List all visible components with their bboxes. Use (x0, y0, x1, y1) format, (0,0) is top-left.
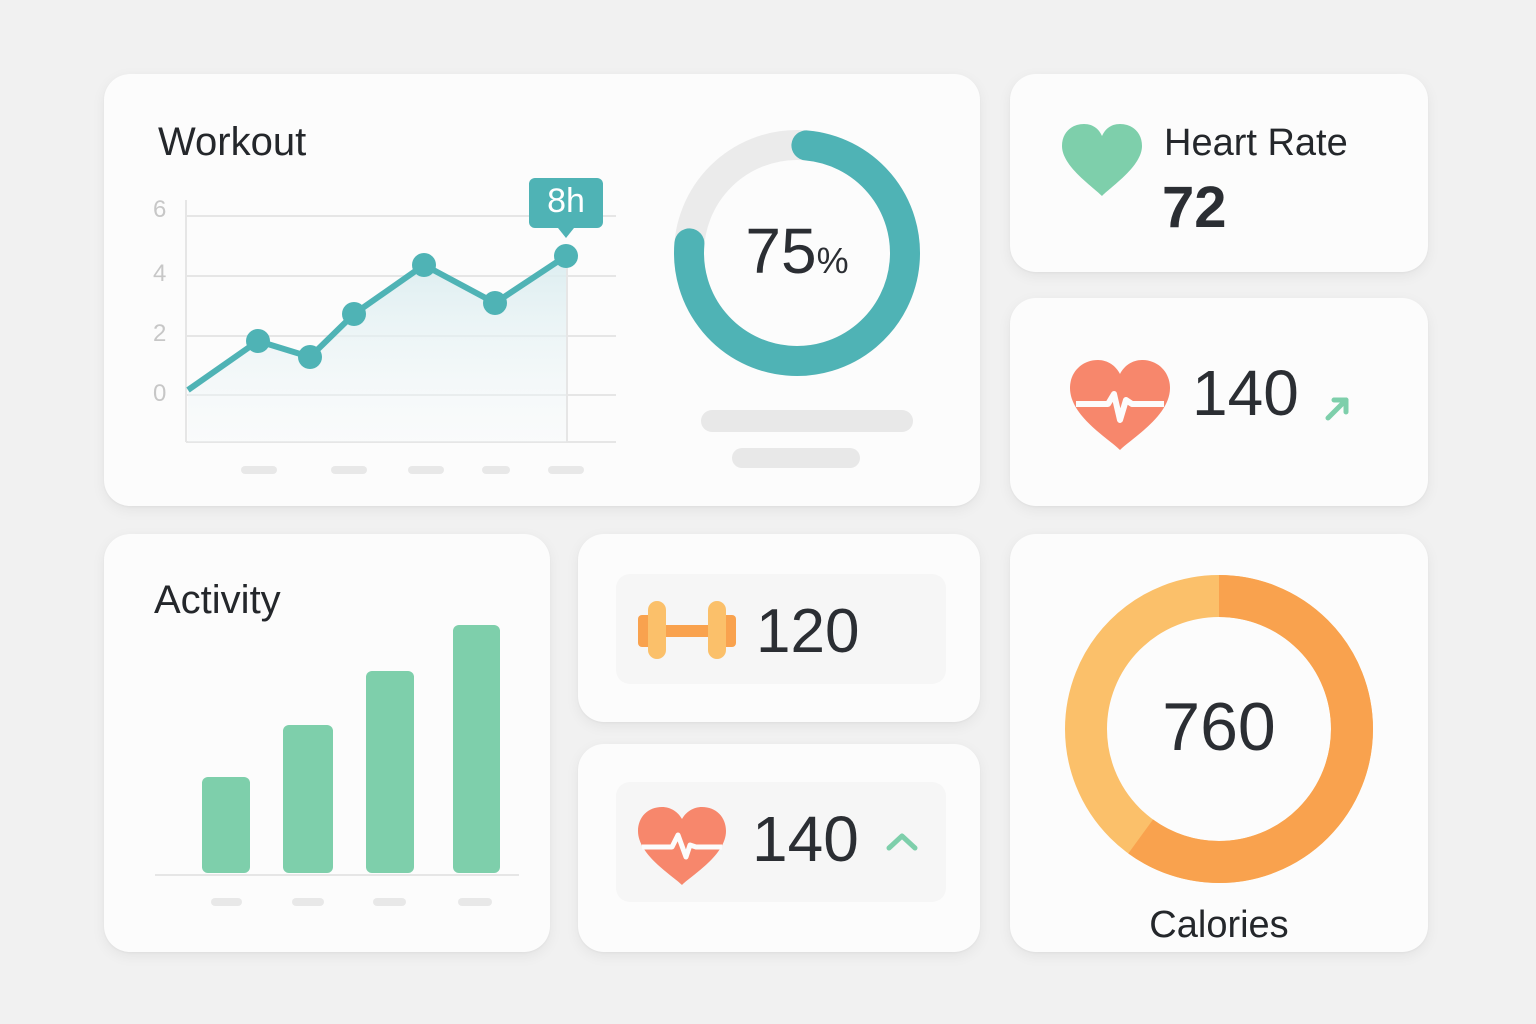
calories-value: 760 (1162, 689, 1276, 765)
calories-label: Calories (1149, 904, 1289, 946)
x-label-placeholder (548, 466, 584, 474)
workout-card[interactable]: Workout 6 4 2 0 (104, 74, 980, 506)
pulse-card[interactable]: 140 (1010, 298, 1428, 506)
x-label-placeholder (241, 466, 277, 474)
x-label-placeholder (408, 466, 444, 474)
x-label-placeholder (211, 898, 242, 906)
x-label-placeholder (292, 898, 324, 906)
progress-value: 75% (672, 214, 922, 288)
calories-ring (1065, 575, 1373, 883)
progress-subcaption-placeholder (732, 448, 860, 468)
trend-up-arrow-icon (1325, 397, 1349, 421)
activity-card[interactable]: Activity (104, 534, 550, 952)
heart-pulse-icon (1070, 360, 1170, 450)
progress-caption-placeholder (701, 410, 913, 432)
y-tick: 2 (153, 320, 167, 347)
pulse-value-2: 140 (752, 803, 859, 875)
activity-bar (283, 725, 333, 873)
x-label-placeholder (331, 466, 367, 474)
y-tick: 0 (153, 380, 167, 407)
progress-number: 75 (745, 215, 817, 287)
dumbbell-icon (638, 601, 736, 659)
pulse-card-2[interactable]: 140 (578, 744, 980, 952)
heart-rate-value: 72 (1162, 175, 1227, 240)
x-label-placeholder (458, 898, 492, 906)
y-tick: 6 (153, 196, 167, 223)
baseline (155, 874, 519, 876)
tooltip-label: 8h (547, 182, 585, 220)
heart-rate-title: Heart Rate (1164, 122, 1348, 164)
calories-card[interactable]: 760 Calories (1010, 534, 1428, 952)
strength-value: 120 (756, 597, 860, 666)
heart-rate-card[interactable]: Heart Rate 72 (1010, 74, 1428, 272)
progress-unit: % (816, 240, 849, 281)
data-points (246, 244, 578, 369)
activity-bar (202, 777, 250, 873)
workout-title: Workout (158, 120, 307, 164)
x-label-placeholder (373, 898, 406, 906)
heart-icon (1062, 124, 1142, 196)
chevron-up-icon (886, 833, 918, 851)
activity-bar (366, 671, 414, 873)
pulse-value: 140 (1192, 357, 1299, 429)
activity-bar (453, 625, 500, 873)
workout-line-chart (185, 178, 616, 443)
strength-card[interactable]: 120 (578, 534, 980, 722)
x-label-placeholder (482, 466, 510, 474)
activity-title: Activity (154, 578, 281, 622)
y-tick: 4 (153, 260, 167, 287)
progress-ring (674, 130, 920, 376)
heart-pulse-icon (638, 807, 726, 885)
